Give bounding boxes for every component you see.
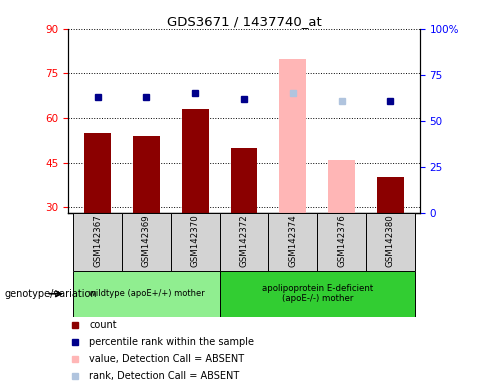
Bar (317, 213, 366, 271)
Bar (220, 213, 268, 271)
Text: apolipoprotein E-deficient
(apoE-/-) mother: apolipoprotein E-deficient (apoE-/-) mot… (262, 284, 373, 303)
Text: count: count (89, 320, 117, 330)
Bar (73, 213, 122, 271)
Text: GSM142369: GSM142369 (142, 214, 151, 267)
Bar (366, 213, 415, 271)
Bar (122, 213, 171, 271)
Text: percentile rank within the sample: percentile rank within the sample (89, 337, 254, 347)
Text: GSM142376: GSM142376 (337, 214, 346, 267)
Bar (377, 177, 404, 213)
Text: GSM142380: GSM142380 (386, 214, 395, 267)
Text: value, Detection Call = ABSENT: value, Detection Call = ABSENT (89, 354, 244, 364)
Bar (133, 136, 160, 213)
Bar (182, 109, 209, 213)
Bar (328, 160, 355, 213)
Bar (268, 213, 317, 271)
Text: GSM142374: GSM142374 (288, 214, 297, 267)
Text: GSM142370: GSM142370 (191, 214, 200, 267)
Text: rank, Detection Call = ABSENT: rank, Detection Call = ABSENT (89, 371, 240, 381)
Title: GDS3671 / 1437740_at: GDS3671 / 1437740_at (166, 15, 322, 28)
Bar (84, 133, 111, 213)
Text: wildtype (apoE+/+) mother: wildtype (apoE+/+) mother (88, 289, 204, 298)
Bar (171, 213, 220, 271)
Bar (220, 271, 415, 317)
Bar (73, 271, 220, 317)
Text: genotype/variation: genotype/variation (5, 289, 98, 299)
Text: GSM142367: GSM142367 (93, 214, 102, 267)
Bar (280, 58, 306, 213)
Bar (231, 148, 258, 213)
Text: GSM142372: GSM142372 (240, 214, 248, 267)
